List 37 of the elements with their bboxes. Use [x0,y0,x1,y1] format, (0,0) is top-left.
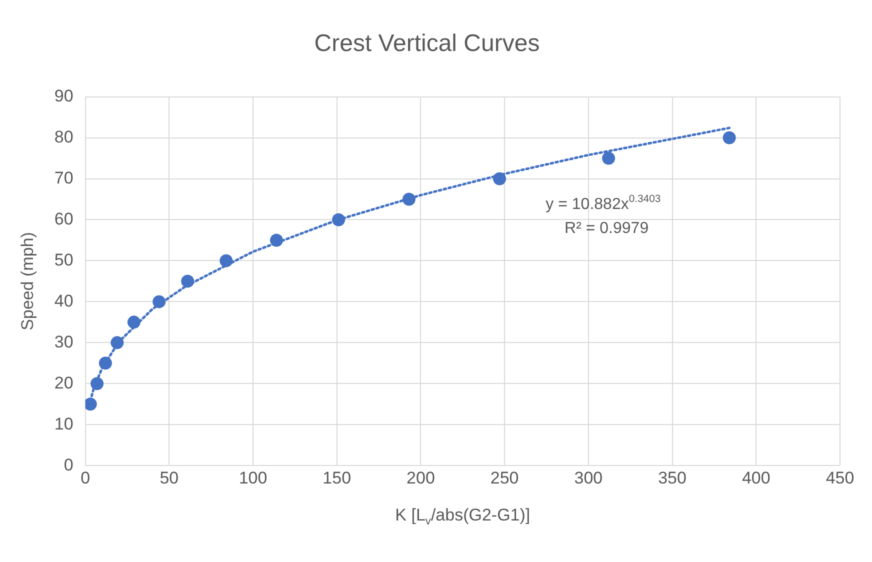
y-tick-label: 90 [54,86,74,106]
x-tick-label: 450 [826,468,854,488]
point [181,274,194,288]
point [127,316,140,329]
chart-title: Crest Vertical Curves [314,30,540,58]
x-tick-label: 350 [658,468,686,488]
point [332,213,346,226]
y-tick-label: 60 [54,209,74,228]
y-tick-label: 30 [54,332,74,352]
y-tick-label: 20 [54,373,74,392]
point [98,356,112,370]
x-tick-label: 400 [742,468,770,488]
point [270,234,283,247]
point [602,152,616,165]
y-tick-label: 50 [54,250,74,270]
point [152,295,166,308]
x-tick-label: 200 [406,468,435,488]
x-tick-label: 50 [160,468,179,488]
point [493,172,506,186]
y-tick-label: 80 [54,127,74,146]
y-tick-label: 0 [64,455,74,474]
point [85,398,97,411]
x-tick-label: 250 [490,468,519,488]
y-tick-label: 10 [54,414,74,434]
x-tick-label: 0 [80,468,90,488]
x-tick-label: 300 [574,468,603,488]
x-tick-label: 150 [322,468,352,488]
point [722,131,736,144]
y-axis-title: Speed (mph) [18,232,37,330]
point [402,192,416,206]
point [110,336,124,350]
annotation: R² = 0.9979 [564,220,649,238]
y-tick-label: 70 [54,168,74,188]
point [220,254,233,268]
point [90,377,104,390]
y-tick-label: 40 [54,291,74,310]
x-tick-label: 100 [238,468,268,488]
